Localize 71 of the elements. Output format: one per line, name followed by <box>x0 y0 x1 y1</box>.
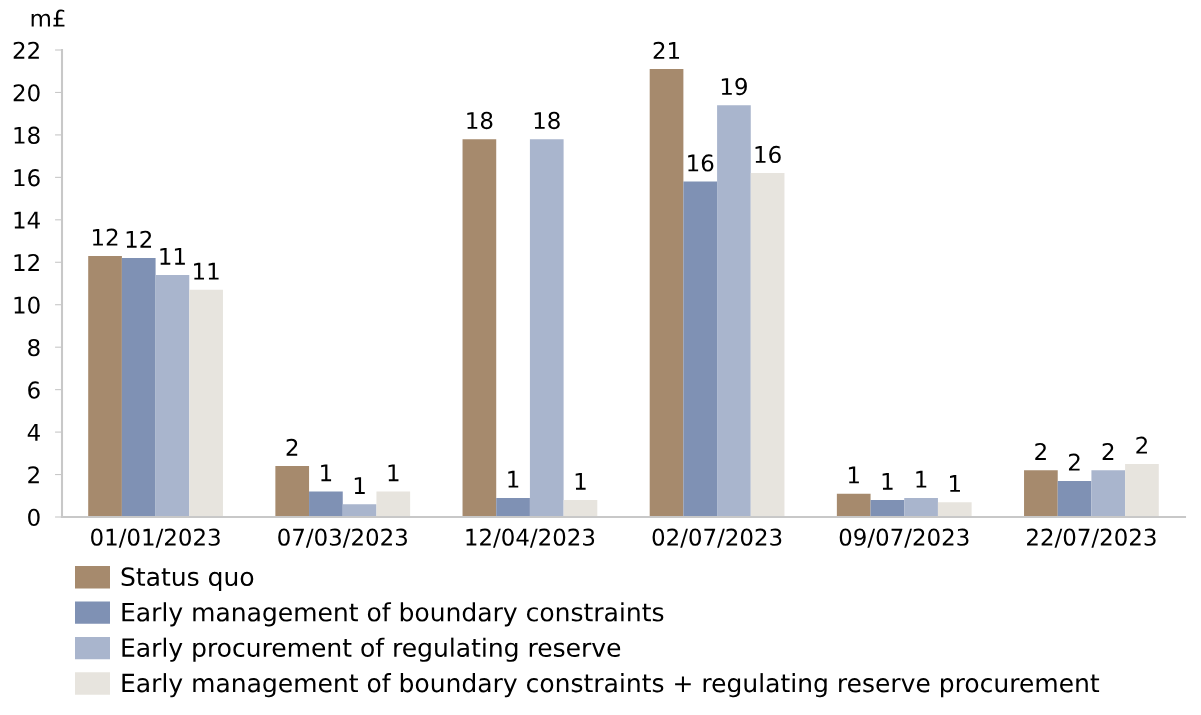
data-label: 11 <box>160 247 185 265</box>
bar <box>462 139 497 517</box>
y-tick-label: 4 <box>27 424 40 441</box>
data-label: 1 <box>388 464 399 482</box>
data-label: 1 <box>950 475 960 492</box>
y-tick-label: 18 <box>14 126 40 144</box>
data-label: 16 <box>755 145 781 164</box>
bar <box>717 105 751 517</box>
data-label: 1 <box>848 466 859 484</box>
bar <box>563 500 598 517</box>
data-label: 12 <box>126 230 152 248</box>
data-label: 19 <box>721 77 747 96</box>
x-tick-label: 07/03/2023 <box>278 528 407 548</box>
bar <box>904 497 938 517</box>
bar <box>275 466 310 517</box>
bar <box>1057 480 1092 517</box>
data-label: 12 <box>92 228 118 246</box>
legend-label: Early management of boundary constraints <box>122 602 664 627</box>
bar <box>1125 463 1159 517</box>
data-label: 1 <box>916 470 927 488</box>
data-label: 1 <box>354 477 365 494</box>
bar <box>189 289 223 517</box>
bar <box>683 181 718 517</box>
bar <box>649 69 684 517</box>
x-tick-label: 22/07/2023 <box>1027 528 1156 548</box>
legend-label: Status quo <box>121 567 254 591</box>
data-label: 2 <box>1136 436 1147 454</box>
bar <box>88 255 122 517</box>
data-label: 2 <box>1068 453 1080 471</box>
data-label: 1 <box>882 472 893 490</box>
y-tick-label: 6 <box>28 381 40 399</box>
bar <box>870 500 905 517</box>
data-label: 11 <box>194 262 219 280</box>
y-tick-label: 20 <box>13 84 40 102</box>
bar <box>937 502 972 517</box>
data-label: 1 <box>575 472 586 490</box>
bar <box>750 173 785 517</box>
bar <box>836 493 871 517</box>
y-tick-label: 22 <box>13 41 39 59</box>
data-label: 2 <box>286 438 298 456</box>
bar <box>1091 470 1126 517</box>
y-tick-label: 16 <box>14 169 40 187</box>
data-label: 2 <box>1035 442 1046 460</box>
y-tick-label: 2 <box>28 466 39 484</box>
bar <box>342 504 377 517</box>
y-tick-label: 8 <box>28 338 40 357</box>
y-tick-label: 0 <box>28 508 40 527</box>
y-axis-title: m£ <box>31 9 65 27</box>
data-label: 21 <box>653 41 680 59</box>
data-label: 1 <box>321 464 332 482</box>
y-tick-label: 12 <box>14 253 39 271</box>
bar <box>529 139 564 517</box>
data-label: 18 <box>534 111 560 130</box>
bar <box>155 275 190 517</box>
y-tick-label: 14 <box>14 211 40 229</box>
bar <box>1024 470 1058 517</box>
data-label: 18 <box>467 111 493 130</box>
bar <box>496 497 530 517</box>
x-tick-label: 02/07/2023 <box>652 528 782 548</box>
bar <box>309 491 343 517</box>
x-tick-label: 01/01/2023 <box>91 528 220 548</box>
legend-label: Early management of boundary constraints + regulating reserve procurement <box>122 673 1100 698</box>
x-tick-label: 09/07/2023 <box>839 528 969 548</box>
data-label: 16 <box>688 154 714 172</box>
bar <box>376 491 411 517</box>
data-label: 2 <box>1102 442 1114 460</box>
bar <box>121 258 156 517</box>
x-tick-label: 12/04/2023 <box>466 528 595 548</box>
data-label: 1 <box>508 470 519 488</box>
legend-label: Early procurement of regulating reserve <box>122 637 621 662</box>
y-tick-label: 10 <box>14 296 40 314</box>
